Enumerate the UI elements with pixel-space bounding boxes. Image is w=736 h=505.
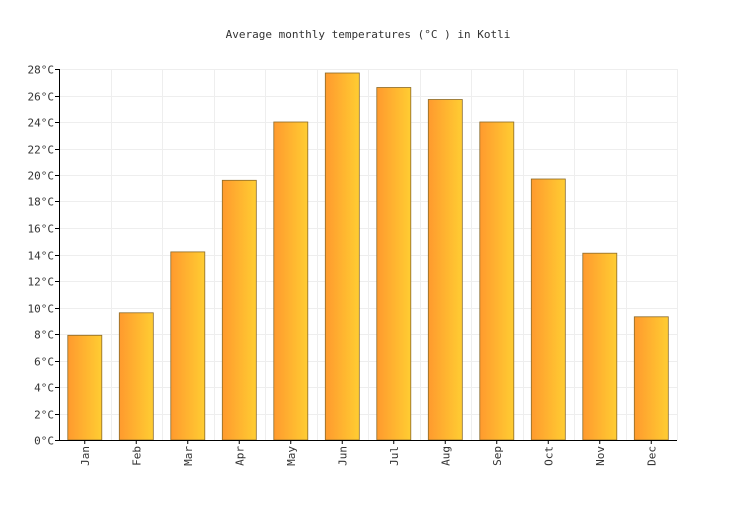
x-tick-label: Nov — [594, 446, 607, 466]
axes — [59, 69, 677, 441]
bar-sep — [479, 121, 515, 441]
x-tick-label: Jan — [79, 446, 92, 466]
y-tick-label: 24°C — [28, 117, 55, 130]
y-tick-label: 18°C — [28, 196, 55, 209]
chart-title: Average monthly temperatures (°C ) in Ko… — [226, 28, 511, 41]
bar-jul — [376, 87, 412, 441]
bar-jan — [67, 334, 103, 441]
y-tick-label: 6°C — [34, 356, 54, 369]
x-tick-label: Aug — [439, 446, 452, 466]
y-tick-label: 0°C — [34, 435, 54, 448]
bars — [67, 72, 669, 441]
x-tick-label: Feb — [130, 446, 143, 466]
y-tick-label: 16°C — [28, 223, 55, 236]
y-tick-label: 8°C — [34, 329, 54, 342]
x-tick-labels: Jan Feb Mar Apr May Jun Jul Aug Sep Oct Nov Dec — [79, 446, 658, 466]
x-tick-label: Mar — [182, 446, 195, 466]
x-tick-label: Jul — [388, 446, 401, 466]
y-tick-label: 10°C — [28, 303, 55, 316]
bar-apr — [221, 179, 257, 441]
x-tick-label: May — [285, 446, 298, 466]
x-tick-label: Jun — [336, 446, 349, 466]
y-tick-label: 12°C — [28, 276, 55, 289]
bar-feb — [118, 312, 154, 441]
x-tick-label: Oct — [542, 446, 555, 466]
bar-aug — [427, 99, 463, 441]
y-tick-label: 2°C — [34, 409, 54, 422]
y-tick-label: 20°C — [28, 170, 55, 183]
y-tick-label: 28°C — [28, 64, 55, 77]
bar-may — [273, 121, 309, 441]
bar-oct — [530, 178, 566, 441]
bar-mar — [170, 251, 206, 441]
x-tick-label: Sep — [491, 446, 504, 466]
bar-dec — [633, 316, 669, 441]
y-tick-label: 26°C — [28, 91, 55, 104]
x-tick-label: Dec — [645, 446, 658, 466]
y-tick-label: 22°C — [28, 144, 55, 157]
y-tick-labels: 0°C 2°C 4°C 6°C 8°C 10°C 12°C 14°C 16°C 18°C 20°C 2… — [28, 64, 55, 448]
y-tick-label: 4°C — [34, 382, 54, 395]
x-tick-label: Apr — [233, 446, 246, 466]
bar-nov — [582, 252, 618, 441]
y-tick-label: 14°C — [28, 250, 55, 263]
bar-jun — [324, 72, 360, 441]
